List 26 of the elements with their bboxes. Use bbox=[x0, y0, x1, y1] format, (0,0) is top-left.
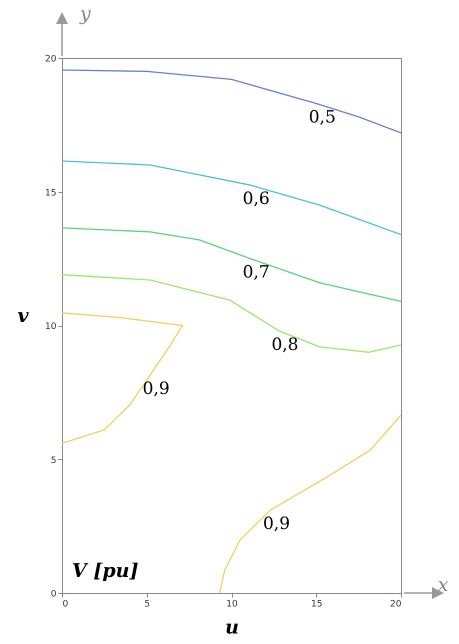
line-series bbox=[61, 227, 402, 302]
line-series bbox=[218, 414, 402, 594]
series-label: 0,9 bbox=[262, 514, 290, 534]
line-series bbox=[61, 312, 183, 444]
series-label: 0,9 bbox=[142, 378, 170, 399]
series-label: 0,5 bbox=[308, 107, 336, 128]
y-tick-label: 5 bbox=[50, 456, 56, 466]
y-tick-label: 10 bbox=[45, 322, 57, 332]
series-label: 0,6 bbox=[242, 189, 270, 210]
y-tick-label: 15 bbox=[45, 188, 56, 198]
x-tick-label: 20 bbox=[390, 600, 402, 610]
line-series bbox=[61, 160, 402, 236]
x-axis-title: u bbox=[225, 616, 239, 638]
x-tick-label: 0 bbox=[62, 600, 68, 610]
text: y bbox=[79, 3, 91, 25]
x-tick-label: 5 bbox=[144, 600, 150, 610]
y-axis-title: v bbox=[18, 305, 30, 327]
y-tick-label: 0 bbox=[50, 590, 57, 600]
series-label: 0,7 bbox=[242, 262, 270, 283]
text: x bbox=[438, 574, 449, 596]
x-tick-label: 15 bbox=[311, 600, 322, 610]
y-tick-label: 20 bbox=[45, 54, 57, 64]
series-label: 0,8 bbox=[271, 334, 298, 355]
line-series bbox=[61, 69, 402, 134]
x-tick-label: 10 bbox=[226, 600, 238, 610]
annotation: V [pu] bbox=[72, 560, 138, 582]
